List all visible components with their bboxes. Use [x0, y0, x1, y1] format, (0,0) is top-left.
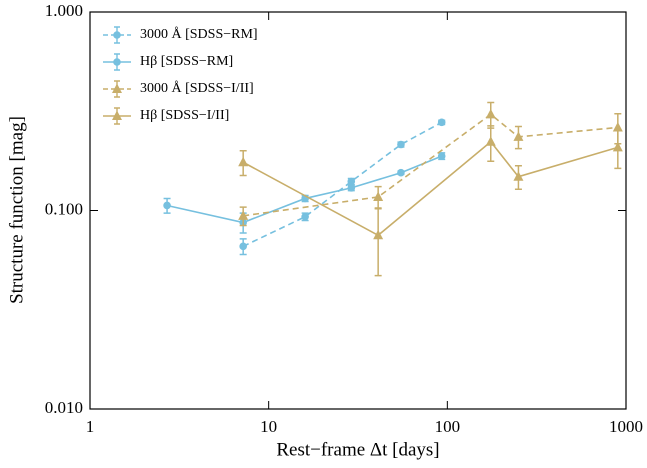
- marker: [485, 108, 496, 119]
- y-tick-label: 0.100: [45, 199, 83, 218]
- legend-marker: [112, 110, 122, 120]
- series-line: [166, 155, 443, 224]
- marker: [373, 229, 384, 240]
- marker: [437, 152, 446, 160]
- marker: [513, 131, 524, 141]
- marker: [163, 201, 171, 210]
- marker: [238, 210, 249, 220]
- marker: [239, 242, 247, 251]
- error-bar: [374, 207, 382, 277]
- marker: [238, 156, 249, 167]
- marker: [347, 184, 356, 192]
- x-tick-label: 1000: [609, 417, 643, 436]
- series-line: [242, 121, 443, 248]
- marker: [437, 118, 446, 127]
- series-line: [242, 140, 619, 237]
- marker: [513, 171, 524, 181]
- marker: [373, 191, 384, 201]
- legend-marker: [113, 31, 121, 39]
- y-axis-label: Structure function [mag]: [6, 116, 27, 304]
- x-tick-label: 100: [435, 417, 461, 436]
- y-tick-label: 0.010: [45, 398, 83, 417]
- legend-marker: [113, 58, 121, 66]
- marker: [612, 121, 623, 132]
- marker: [347, 177, 356, 186]
- x-tick-label: 10: [260, 417, 277, 436]
- x-axis-label: Rest−frame Δt [days]: [276, 439, 439, 460]
- marker: [397, 140, 405, 149]
- y-tick-label: 1.000: [45, 1, 83, 20]
- legend-label: 3000 Å [SDSS−RM]: [140, 26, 258, 42]
- plot-frame: [89, 11, 627, 410]
- marker: [301, 212, 309, 221]
- x-tick-label: 1: [86, 417, 95, 436]
- marker: [485, 136, 496, 146]
- marker: [397, 168, 405, 177]
- legend-marker: [112, 83, 122, 93]
- legend-label: Hβ [SDSS−I/II]: [140, 108, 229, 123]
- legend-label: Hβ [SDSS−RM]: [140, 54, 233, 69]
- legend-label: 3000 Å [SDSS−I/II]: [140, 80, 254, 96]
- marker: [612, 141, 623, 152]
